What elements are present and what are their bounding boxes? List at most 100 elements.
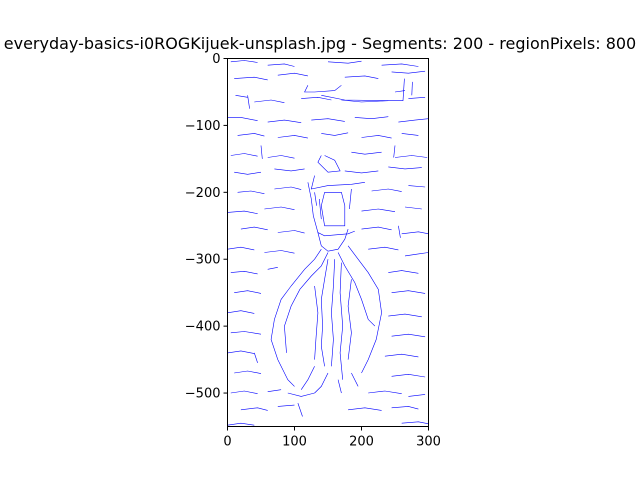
segment-line <box>277 72 308 77</box>
segment-line <box>277 404 295 407</box>
segment-line <box>408 394 426 397</box>
x-axis: 0 100 200 300 <box>223 426 441 450</box>
segment-line <box>234 290 262 294</box>
segment-line <box>230 331 262 335</box>
segment-line <box>394 155 428 158</box>
y-tick-label: −100 <box>185 119 221 134</box>
segment-line <box>314 372 329 394</box>
segment-line <box>267 267 278 270</box>
segment-line <box>314 285 319 360</box>
axes-frame <box>227 58 429 427</box>
segment-line <box>401 421 429 425</box>
segment-line <box>254 99 285 103</box>
segment-line <box>321 132 349 136</box>
segment-line <box>227 246 255 251</box>
segment-line <box>398 118 429 123</box>
y-axis: 0 −100 −200 −300 −400 −500 <box>185 52 228 402</box>
segment-line <box>391 333 426 338</box>
segment-line <box>404 206 422 210</box>
x-tick-label: 200 <box>349 435 374 450</box>
segment-line <box>237 190 265 194</box>
segment-line <box>351 372 359 387</box>
segment-line <box>264 250 295 254</box>
segment-line <box>384 353 419 358</box>
segment-line <box>368 390 402 394</box>
segment-line <box>391 290 426 294</box>
segment-line <box>260 145 263 159</box>
y-tick-label: −300 <box>185 253 221 268</box>
segment-line <box>230 153 258 157</box>
segment-line <box>391 70 426 74</box>
segment-line <box>317 155 341 173</box>
chart-title: everyday-basics-i0ROGKijuek-unsplash.jpg… <box>4 34 636 53</box>
segment-line <box>304 85 342 93</box>
segment-line <box>264 206 295 210</box>
segment-line <box>284 252 329 353</box>
segment-line <box>277 135 308 139</box>
segment-line <box>391 406 419 410</box>
segment-line <box>234 370 262 374</box>
segment-line <box>347 245 382 374</box>
segment-line <box>314 192 317 206</box>
segment-line <box>311 118 345 122</box>
x-tick-label: 100 <box>282 435 307 450</box>
segment-line <box>320 259 329 367</box>
segment-line <box>307 182 355 237</box>
segment-line <box>354 116 389 120</box>
segment-line <box>317 229 349 252</box>
segment-line <box>254 352 258 363</box>
segment-line <box>274 186 302 190</box>
y-tick-label: −400 <box>185 320 221 335</box>
segment-line <box>321 78 405 101</box>
segment-line <box>393 145 396 158</box>
segment-line <box>401 231 429 235</box>
segment-line <box>234 171 262 175</box>
segment-line <box>388 313 422 318</box>
segment-line <box>274 168 305 172</box>
segment-line <box>381 63 419 67</box>
segment-line <box>361 208 396 212</box>
segment-line <box>404 252 429 257</box>
segment-line <box>341 99 389 103</box>
segment-line <box>267 155 295 159</box>
segment-line <box>301 96 332 101</box>
segment-line <box>344 170 379 174</box>
segment-line <box>234 76 268 81</box>
segment-line <box>391 373 426 378</box>
segment-line <box>247 95 250 109</box>
segment-line <box>300 366 315 390</box>
segment-line <box>235 95 248 98</box>
segment-line <box>227 310 255 314</box>
segment-line <box>227 422 255 426</box>
segment-line <box>371 188 402 192</box>
segment-line <box>240 407 268 411</box>
segment-line <box>408 185 426 188</box>
plot-lines <box>227 60 429 426</box>
segment-line <box>230 60 258 63</box>
segment-line <box>411 81 413 96</box>
segment-line <box>227 350 255 354</box>
segment-line <box>267 63 295 67</box>
x-tick-label: 0 <box>223 435 231 450</box>
segment-line <box>297 403 303 417</box>
segment-line <box>408 97 426 99</box>
y-tick-label: −200 <box>185 186 221 201</box>
segment-line <box>388 270 419 274</box>
segment-line <box>344 75 379 79</box>
segment-line <box>230 390 258 394</box>
segment-line <box>327 60 362 64</box>
segment-line <box>337 252 376 327</box>
segment-line <box>348 407 382 411</box>
segment-line <box>319 198 322 220</box>
segment-line <box>287 392 315 397</box>
segment-line <box>347 279 352 360</box>
segment-line <box>398 225 401 238</box>
segment-line <box>351 151 382 155</box>
x-tick-label: 300 <box>416 435 441 450</box>
segment-line <box>240 226 268 231</box>
segment-line <box>230 270 258 275</box>
segment-line <box>320 192 346 227</box>
segment-line <box>361 135 392 139</box>
y-tick-label: 0 <box>212 52 220 67</box>
